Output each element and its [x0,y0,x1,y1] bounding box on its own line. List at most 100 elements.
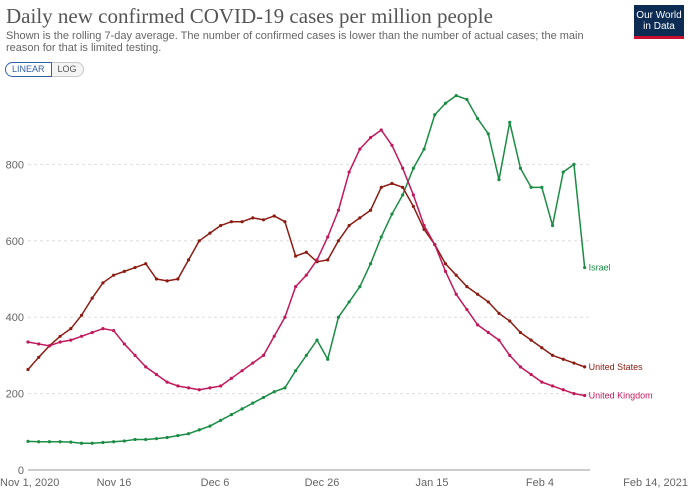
data-point[interactable] [90,296,94,300]
data-point[interactable] [144,437,148,442]
data-point[interactable] [79,441,84,445]
data-point[interactable] [154,437,159,441]
data-point[interactable] [272,390,276,394]
data-point[interactable] [583,365,587,369]
data-point[interactable] [90,441,94,445]
data-point[interactable] [112,440,116,444]
data-point[interactable] [37,342,41,346]
data-point[interactable] [540,346,544,350]
data-point[interactable] [240,220,244,224]
data-point[interactable] [294,369,298,373]
data-point[interactable] [465,285,469,289]
data-point[interactable] [379,185,383,189]
data-point[interactable] [561,357,565,361]
data-point[interactable] [90,330,94,335]
data-point[interactable] [401,193,405,197]
data-point[interactable] [443,269,448,273]
data-point[interactable] [561,170,565,174]
data-point[interactable] [336,239,341,243]
data-point[interactable] [529,372,533,377]
data-point[interactable] [219,418,223,422]
data-point[interactable] [229,413,233,417]
data-point[interactable] [79,313,84,317]
data-point[interactable] [422,223,426,228]
data-point[interactable] [561,388,565,392]
data-point[interactable] [497,311,501,315]
data-point[interactable] [476,292,480,296]
data-point[interactable] [144,262,148,266]
data-point[interactable] [208,386,212,390]
data-point[interactable] [411,204,415,209]
data-point[interactable] [229,376,233,380]
data-point[interactable] [261,218,266,222]
data-point[interactable] [358,285,362,289]
data-point[interactable] [294,285,298,289]
data-point[interactable] [486,132,490,136]
data-point[interactable] [154,277,159,281]
data-point[interactable] [208,424,212,428]
data-point[interactable] [251,216,255,220]
owid-logo[interactable]: Our World in Data [634,5,684,39]
data-point[interactable] [219,223,223,228]
data-point[interactable] [133,437,137,442]
data-point[interactable] [347,300,351,304]
data-point[interactable] [122,439,126,443]
data-point[interactable] [315,338,319,342]
data-point[interactable] [197,388,201,392]
data-point[interactable] [411,166,415,170]
data-point[interactable] [497,338,501,342]
data-point[interactable] [326,357,330,361]
data-point[interactable] [454,273,458,277]
data-point[interactable] [240,407,244,411]
data-point[interactable] [304,353,308,357]
data-point[interactable] [122,342,126,346]
data-point[interactable] [540,380,544,384]
data-point[interactable] [315,258,319,262]
series-line-israel[interactable] [27,94,586,445]
data-point[interactable] [101,281,105,285]
data-point[interactable] [358,147,362,151]
data-point[interactable] [583,393,587,398]
data-point[interactable] [540,185,544,189]
data-point[interactable] [112,273,116,277]
data-point[interactable] [411,193,415,197]
data-point[interactable] [454,292,458,296]
data-point[interactable] [465,97,469,102]
data-point[interactable] [433,113,437,117]
data-point[interactable] [251,361,255,365]
data-point[interactable] [379,235,383,239]
data-point[interactable] [443,101,448,105]
data-point[interactable] [304,273,308,277]
data-point[interactable] [518,166,523,170]
data-point[interactable] [283,315,287,319]
data-point[interactable] [336,315,341,319]
data-point[interactable] [529,338,533,342]
data-point[interactable] [379,128,383,132]
data-point[interactable] [550,384,555,388]
data-point[interactable] [165,279,169,283]
data-point[interactable] [69,338,73,342]
log-scale-button[interactable]: LOG [51,62,84,77]
data-point[interactable] [508,353,512,357]
data-point[interactable] [261,395,266,400]
data-point[interactable] [368,262,373,266]
data-point[interactable] [26,439,30,443]
data-point[interactable] [347,223,351,228]
data-point[interactable] [197,239,201,243]
data-point[interactable] [583,265,587,270]
data-point[interactable] [368,136,373,140]
data-point[interactable] [272,214,276,218]
data-point[interactable] [58,340,62,344]
data-point[interactable] [37,440,41,444]
data-point[interactable] [422,227,426,231]
data-point[interactable] [133,353,137,357]
data-point[interactable] [240,369,244,373]
data-point[interactable] [69,327,73,331]
data-point[interactable] [58,334,62,338]
data-point[interactable] [47,344,52,348]
data-point[interactable] [176,384,180,388]
data-point[interactable] [219,384,223,388]
data-point[interactable] [336,208,341,212]
data-point[interactable] [497,178,501,182]
data-point[interactable] [283,220,287,224]
